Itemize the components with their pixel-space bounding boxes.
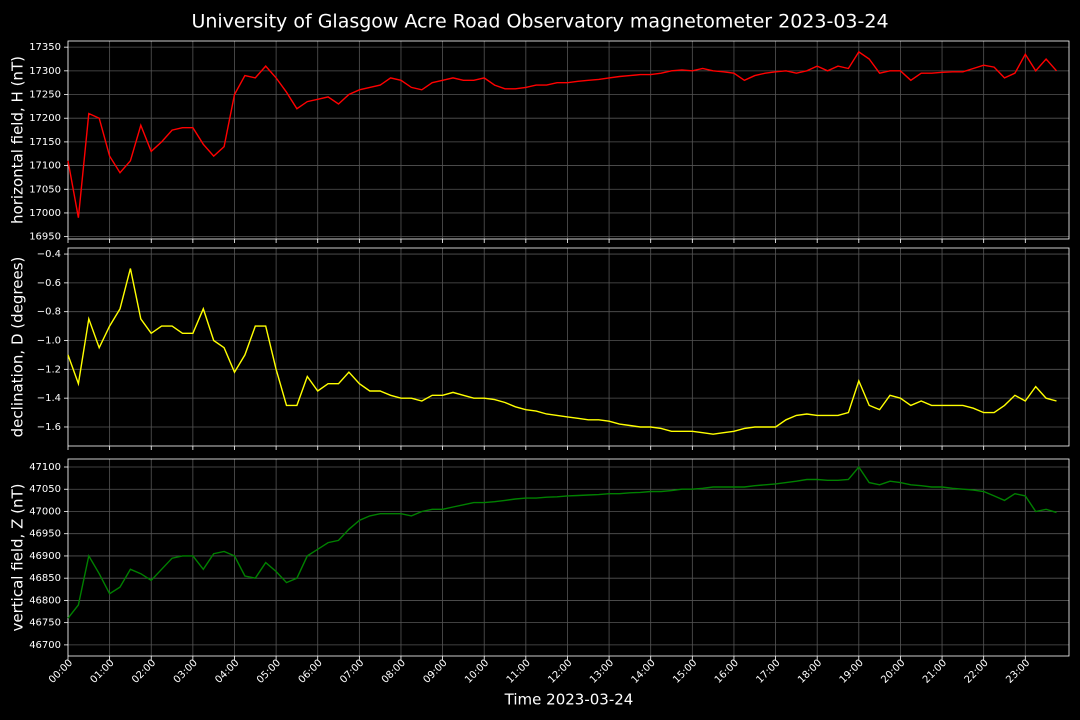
x-tick-label: 13:00 [588, 658, 616, 686]
y-tick-label: 17300 [29, 66, 61, 77]
y-tick-label: −0.6 [37, 278, 61, 289]
y-tick-label: −0.4 [37, 249, 61, 260]
y-tick-label: 46800 [29, 595, 61, 606]
plot-frame [67, 40, 1070, 240]
x-tick-label: 00:00 [47, 658, 75, 686]
x-tick-label: 03:00 [172, 658, 200, 686]
y-tick-label: −1.0 [37, 336, 61, 347]
y-tick-label: 17350 [29, 42, 61, 53]
x-tick-label: 02:00 [130, 658, 158, 686]
x-tick-label: 23:00 [1004, 658, 1032, 686]
x-axis-label: Time 2023-03-24 [504, 691, 634, 709]
x-tick-label: 16:00 [713, 658, 741, 686]
x-tick-label: 21:00 [921, 658, 949, 686]
x-tick-label: 17:00 [754, 658, 782, 686]
x-tick-label: 07:00 [338, 658, 366, 686]
y-tick-label: 16950 [29, 232, 61, 243]
y-tick-label: 17150 [29, 137, 61, 148]
x-tick-label: 20:00 [879, 658, 907, 686]
y-tick-label: 46900 [29, 551, 61, 562]
x-tick-label: 09:00 [422, 658, 450, 686]
figure-title: University of Glasgow Acre Road Observat… [191, 11, 888, 33]
data-line [67, 465, 1057, 619]
y-tick-label: −0.8 [37, 307, 61, 318]
y-tick-label: 17250 [29, 90, 61, 101]
plot-frame [67, 247, 1070, 447]
x-tick-label: 10:00 [463, 658, 491, 686]
y-tick-label: 47050 [29, 484, 61, 495]
y-tick-label: 46950 [29, 529, 61, 540]
y-tick-label: −1.2 [37, 364, 61, 375]
y-tick-label: −1.6 [37, 422, 61, 433]
y-tick-label: 46850 [29, 573, 61, 584]
x-tick-label: 14:00 [630, 658, 658, 686]
x-tick-label: 08:00 [380, 658, 408, 686]
x-tick-label: 01:00 [89, 658, 117, 686]
x-tick-label: 05:00 [255, 658, 283, 686]
data-line [67, 50, 1058, 218]
y-tick-label: 17000 [29, 208, 61, 219]
y-axis-label: horizontal field, H (nT) [9, 56, 27, 224]
x-tick-label: 19:00 [838, 658, 866, 686]
plot-frame [67, 458, 1070, 657]
y-tick-label: −1.4 [37, 393, 61, 404]
y-axis-label: vertical field, Z (nT) [9, 483, 27, 631]
data-line [67, 268, 1057, 435]
x-tick-label: 12:00 [546, 658, 574, 686]
y-tick-label: 17200 [29, 113, 61, 124]
x-tick-label: 04:00 [213, 658, 241, 686]
y-tick-label: 17100 [29, 161, 61, 172]
y-tick-label: 17050 [29, 184, 61, 195]
y-tick-label: 46750 [29, 618, 61, 629]
x-tick-label: 18:00 [796, 658, 824, 686]
x-tick-label: 06:00 [297, 658, 325, 686]
x-tick-label: 11:00 [505, 658, 533, 686]
y-tick-label: 47100 [29, 462, 61, 473]
y-axis-label: declination, D (degrees) [9, 257, 27, 438]
x-tick-label: 22:00 [963, 658, 991, 686]
y-tick-label: 46700 [29, 640, 61, 651]
y-tick-label: 47000 [29, 506, 61, 517]
x-tick-label: 15:00 [671, 658, 699, 686]
